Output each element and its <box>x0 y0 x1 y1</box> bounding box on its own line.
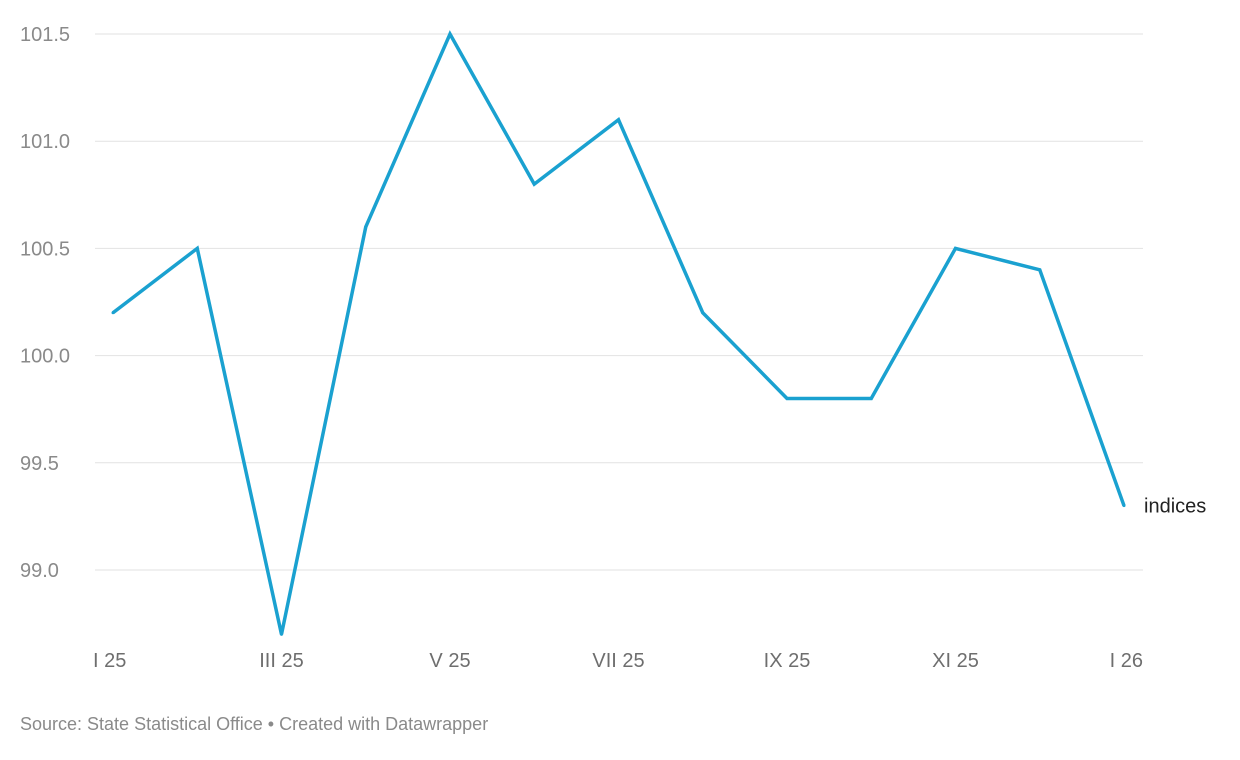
data-point <box>954 246 957 250</box>
source-footer: Source: State Statistical Office • Creat… <box>20 714 489 734</box>
data-point <box>1038 268 1042 272</box>
y-tick-label: 100.0 <box>20 346 70 368</box>
x-tick-label: I 26 <box>1110 650 1143 672</box>
y-tick-label: 100.5 <box>20 238 70 260</box>
data-point <box>195 246 199 250</box>
data-point <box>532 182 536 186</box>
x-tick-label: IX 25 <box>764 650 811 672</box>
y-tick-label: 99.5 <box>20 453 59 475</box>
data-point <box>448 32 452 36</box>
data-point <box>280 632 283 636</box>
x-tick-label: I 25 <box>93 650 126 672</box>
x-tick-label: III 25 <box>259 650 303 672</box>
y-tick-label: 101.0 <box>20 131 70 153</box>
y-tick-label: 99.0 <box>20 560 59 582</box>
line-chart: 99.0 99.5 100.0 100.5 101.0 101.5 I 25 III 25 V … <box>20 24 1206 672</box>
x-tick-label: V 25 <box>429 650 470 672</box>
data-point <box>1122 504 1126 508</box>
x-tick-label: XI 25 <box>932 650 979 672</box>
series-line-indices <box>111 30 1126 635</box>
series-label: indices <box>1144 496 1206 518</box>
y-tick-label: 101.5 <box>20 24 70 46</box>
data-point <box>617 118 620 122</box>
data-point <box>364 225 368 229</box>
data-point <box>111 311 115 315</box>
data-point <box>869 396 873 400</box>
data-point <box>701 311 705 315</box>
x-tick-label: VII 25 <box>592 650 644 672</box>
data-point <box>785 396 789 400</box>
